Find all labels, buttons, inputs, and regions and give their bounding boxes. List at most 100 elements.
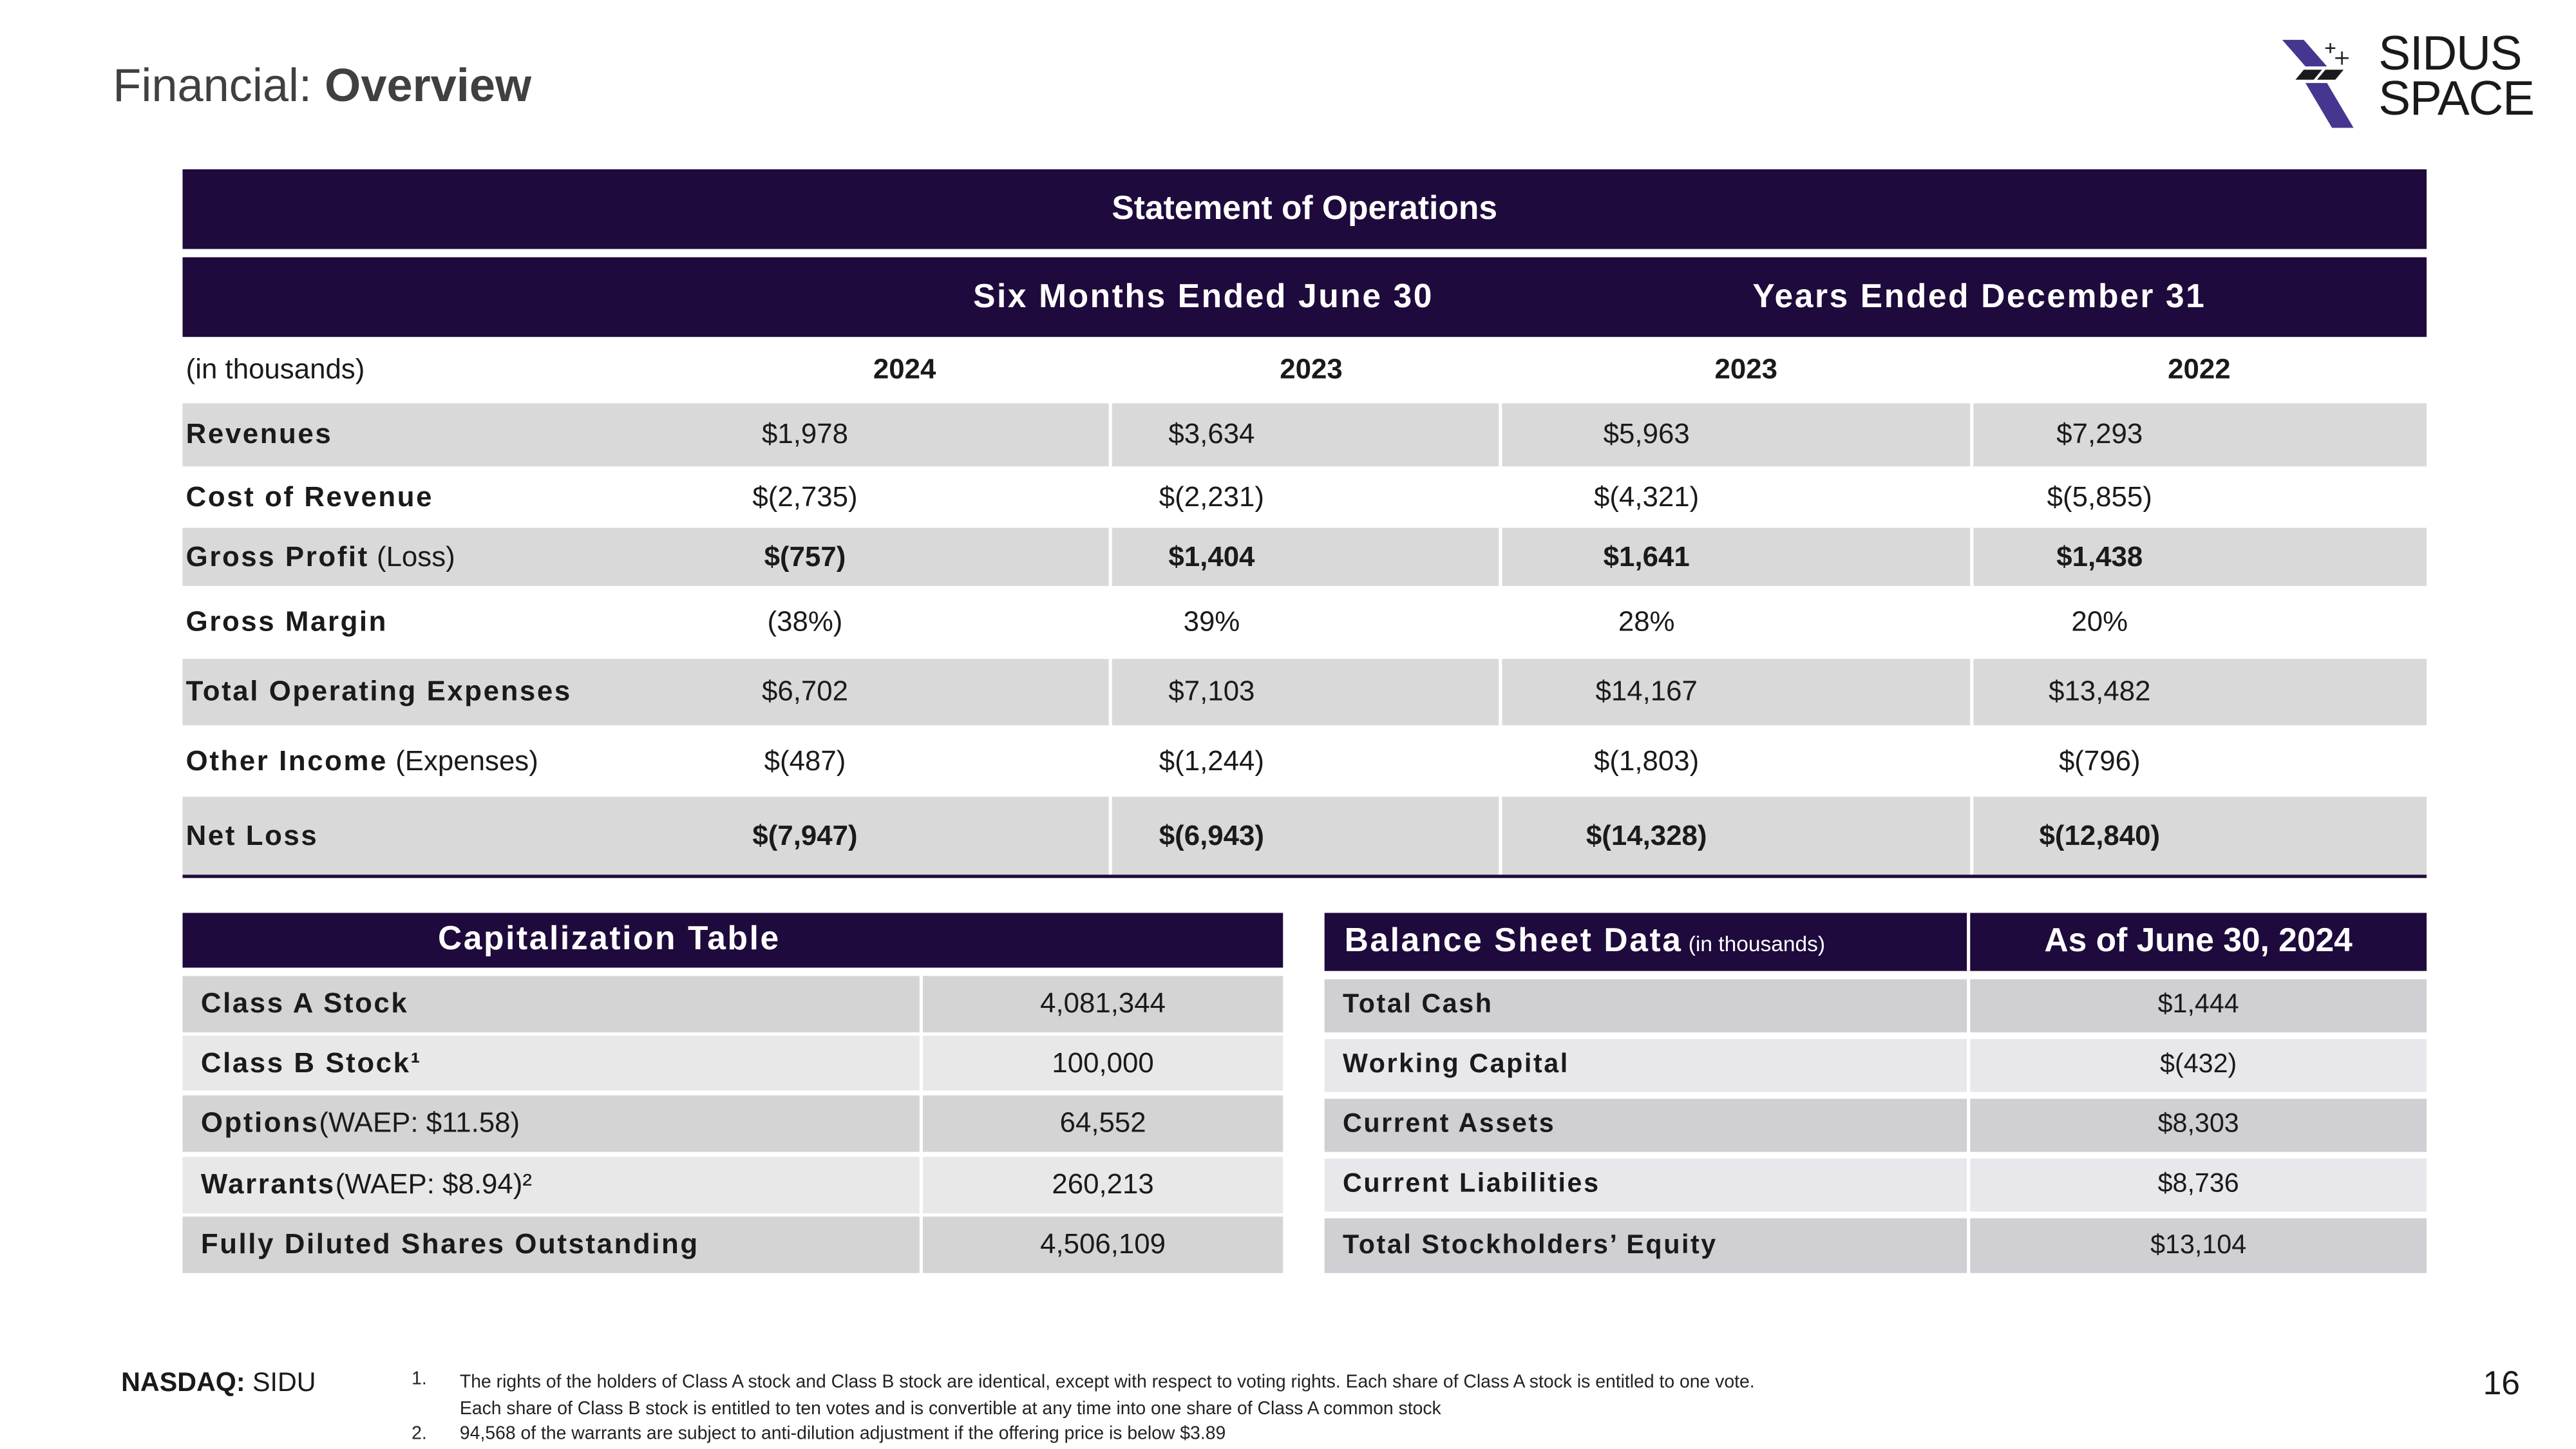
row-value: $7,293	[2056, 418, 2143, 450]
balance-asof: As of June 30, 2024	[2044, 922, 2353, 960]
row-value: $(796)	[2058, 744, 2141, 776]
group-six-months: Six Months Ended June 30	[973, 278, 1434, 315]
footnote-num: 2.	[412, 1424, 427, 1444]
row-label-suffix: (Loss)	[368, 540, 455, 572]
balance-row: Total Stockholders’ Equity $13,104	[1324, 1218, 2427, 1273]
row-value: $1,978	[761, 418, 849, 450]
cap-row: Options (WAEP: $11.58) 64,552	[182, 1095, 1283, 1152]
row-value: (38%)	[767, 605, 843, 638]
row-value: $14,167	[1595, 675, 1698, 707]
row-label: Revenues	[183, 418, 684, 451]
cap-row: Class B Stock¹ 100,000	[182, 1036, 1283, 1091]
sidus-space-logo: SIDUS SPACE	[2282, 28, 2548, 133]
row-value: $(4,321)	[1594, 480, 1700, 513]
cap-label-suffix: (WAEP: $11.58)	[319, 1107, 520, 1139]
year-col-3: 2023	[1714, 353, 1778, 385]
title-bold: Overview	[325, 59, 532, 111]
row-label-text: Other Income	[185, 744, 388, 776]
row-value: $(487)	[764, 744, 846, 776]
row-value: $(1,803)	[1594, 744, 1700, 776]
row-value: $(757)	[764, 540, 846, 572]
row-label: Total Operating Expenses	[183, 676, 684, 709]
row-value: $(1,244)	[1159, 744, 1265, 776]
row-label-text: Net Loss	[185, 819, 319, 851]
year-col-1: 2024	[873, 353, 936, 385]
ops-row: Total Operating Expenses $6,702 $7,103 $14,…	[182, 659, 2427, 726]
row-label: Gross Margin	[183, 606, 684, 639]
row-label-text: Total Operating Expenses	[185, 675, 572, 707]
cap-label-suffix: (WAEP: $8.94)²	[335, 1168, 532, 1200]
balance-title: Balance Sheet Data	[1344, 922, 1683, 960]
balance-row: Total Cash $1,444	[1324, 979, 2427, 1033]
row-label-text: Gross Margin	[185, 605, 388, 638]
title-prefix: Financial:	[113, 59, 325, 111]
cap-value: 4,506,109	[922, 1217, 1283, 1273]
footnote-1: 1.	[412, 1369, 427, 1389]
cap-label: Fully Diluted Shares Outstanding	[200, 1228, 699, 1260]
row-value: $(14,328)	[1586, 819, 1707, 851]
row-value: 20%	[2071, 605, 2128, 638]
cap-label: Options	[200, 1107, 319, 1139]
logo-line2: SPACE	[2378, 73, 2535, 126]
balance-header: Balance Sheet Data (in thousands) As of …	[1324, 913, 2427, 971]
ops-row: Revenues $1,978 $3,634 $5,963 $7,293	[182, 403, 2427, 467]
balance-value: $1,444	[1970, 979, 2427, 1033]
balance-row: Working Capital $(432)	[1324, 1039, 2427, 1092]
ticker-label: NASDAQ:	[121, 1369, 245, 1398]
balance-label: Current Liabilities	[1343, 1170, 1600, 1198]
footnote-line: The rights of the holders of Class A sto…	[459, 1372, 1755, 1393]
ticker: NASDAQ: SIDU	[121, 1369, 316, 1399]
row-value: $1,404	[1168, 540, 1255, 572]
row-value: $(6,943)	[1159, 819, 1265, 851]
footnote-line: Each share of Class B stock is entitled …	[459, 1399, 1441, 1419]
row-value: $(5,855)	[2047, 480, 2152, 513]
ops-row: Net Loss $(7,947) $(6,943) $(14,328) $(12,84…	[182, 797, 2427, 875]
row-label-text: Gross Profit	[185, 540, 369, 572]
row-value: $6,702	[761, 675, 849, 707]
logo-mark-icon	[2282, 39, 2354, 128]
footnote-1-text: The rights of the holders of Class A sto…	[460, 1369, 1755, 1422]
row-label-text: Cost of Revenue	[185, 480, 434, 513]
row-value: $5,963	[1603, 418, 1690, 450]
ops-title-bar: Statement of Operations	[182, 169, 2427, 249]
cap-value: 64,552	[922, 1095, 1283, 1152]
ops-title: Statement of Operations	[1112, 190, 1498, 227]
row-label: Cost of Revenue	[183, 480, 684, 514]
row-label-suffix: (Expenses)	[388, 744, 538, 776]
cap-row: Warrants (WAEP: $8.94)² 260,213	[182, 1157, 1283, 1214]
ops-row: Cost of Revenue $(2,735) $(2,231) $(4,321) $…	[183, 466, 2427, 527]
ops-row: Gross Profit (Loss) $(757) $1,404 $1,641 $1,…	[182, 527, 2427, 586]
cap-label: Class A Stock	[200, 987, 409, 1019]
balance-label: Total Cash	[1343, 990, 1493, 1019]
cap-value: 260,213	[922, 1157, 1283, 1214]
year-col-2: 2023	[1280, 353, 1343, 385]
row-label: Net Loss	[183, 819, 684, 853]
page-title: Financial: Overview	[113, 60, 531, 113]
row-value: $(12,840)	[2039, 819, 2161, 851]
cap-value: 100,000	[922, 1036, 1283, 1091]
ops-bottom-rule	[182, 875, 2427, 878]
group-years-ended: Years Ended December 31	[1752, 278, 2206, 315]
footnote-2-text: 94,568 of the warrants are subject to an…	[459, 1424, 1226, 1444]
balance-row: Current Liabilities $8,736	[1324, 1158, 2427, 1212]
row-value: 28%	[1618, 605, 1675, 638]
cap-label: Warrants	[200, 1168, 336, 1200]
row-label: Gross Profit (Loss)	[183, 540, 684, 574]
logo-line1: SIDUS	[2378, 28, 2522, 82]
cap-table-title: Capitalization Table	[437, 921, 781, 958]
row-label: Other Income (Expenses)	[183, 744, 684, 778]
row-value: $3,634	[1168, 418, 1255, 450]
row-value: $7,103	[1168, 675, 1255, 707]
ops-year-row: (in thousands) 2024 2023 2023 2022	[183, 337, 2427, 403]
balance-value: $13,104	[1970, 1218, 2427, 1273]
balance-label: Working Capital	[1343, 1050, 1569, 1079]
balance-label: Current Assets	[1343, 1110, 1556, 1139]
row-value: $(2,231)	[1159, 480, 1265, 513]
ops-group-header: Six Months Ended June 30 Years Ended Dec…	[182, 257, 2427, 337]
balance-row: Current Assets $8,303	[1324, 1099, 2427, 1152]
ops-row: Other Income (Expenses) $(487) $(1,244) $(1…	[183, 725, 2427, 797]
cap-table-header: Capitalization Table	[182, 913, 1283, 968]
cap-row: Class A Stock 4,081,344	[182, 976, 1283, 1033]
year-col-4: 2022	[2168, 353, 2231, 385]
balance-label: Total Stockholders’ Equity	[1343, 1231, 1718, 1259]
